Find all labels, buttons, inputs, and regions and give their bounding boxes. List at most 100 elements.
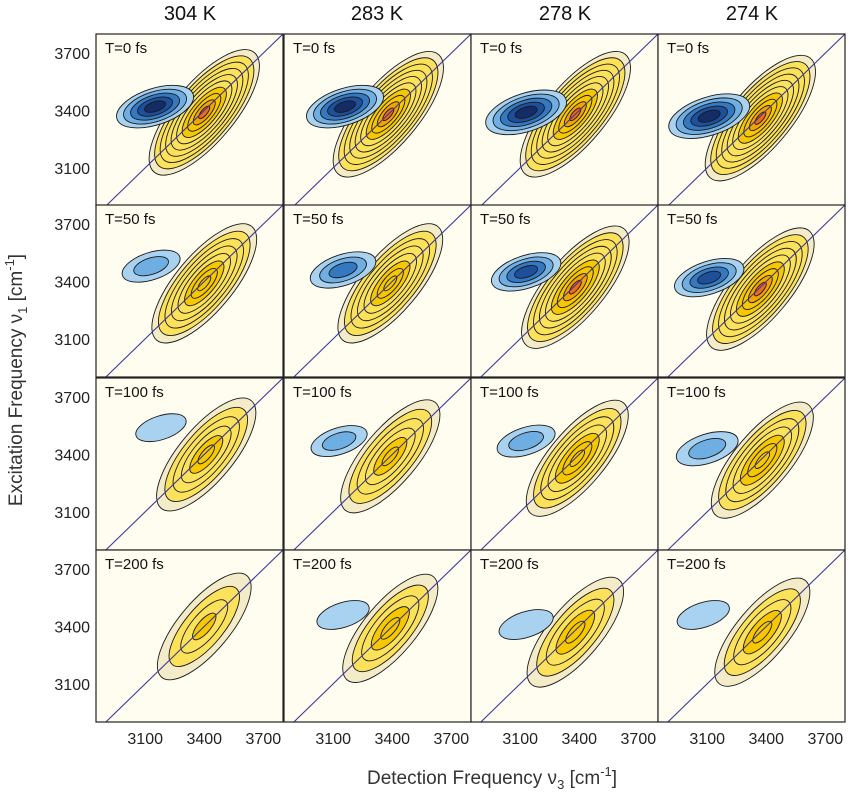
column-title: 283 K <box>351 3 404 25</box>
delay-label: T=50 fs <box>105 211 155 228</box>
spectrum-panel: T=100 fs <box>657 377 846 551</box>
delay-label: T=50 fs <box>480 211 530 228</box>
y-tick-label: 3400 <box>54 447 90 464</box>
diagonal-line <box>667 378 845 550</box>
spectrum-panel: T=0 fs <box>657 33 846 207</box>
delay-label: T=200 fs <box>480 556 539 573</box>
spectrum-panel: T=50 fs <box>657 204 846 378</box>
spectrum-panel: T=50 fs <box>470 204 659 378</box>
spectrum-panel: T=200 fs <box>95 549 284 723</box>
diagonal-line <box>480 205 658 377</box>
negative-contour <box>144 100 167 113</box>
negative-contour <box>334 100 356 113</box>
negative-contour <box>316 600 370 630</box>
panel-frame <box>657 204 846 378</box>
x-tick-label: 3400 <box>186 731 222 748</box>
negative-contour <box>498 609 554 640</box>
delay-label: T=200 fs <box>293 556 352 573</box>
y-tick-label: 3400 <box>54 619 90 636</box>
panel-frame <box>95 204 284 378</box>
column-title: 304 K <box>164 3 217 25</box>
negative-contour <box>688 438 727 460</box>
diagonal-line <box>480 34 658 206</box>
y-tick-label: 3100 <box>54 161 90 178</box>
x-tick-labels: 3100 3400 3700 3100 3400 3700 3100 3400 3700 3100… <box>127 731 843 748</box>
negative-contour <box>135 413 187 443</box>
y-tick-label: 3700 <box>54 390 90 407</box>
spectrum-panel: T=0 fs <box>283 33 472 207</box>
diagonal-line <box>293 550 471 722</box>
spectrum-panel: T=50 fs <box>95 204 284 378</box>
diagonal-line <box>480 378 658 550</box>
spectrum-panel: T=100 fs <box>470 377 659 551</box>
delay-label: T=100 fs <box>667 384 726 401</box>
y-axis-label: Excitation Frequency ν1 [cm-1] <box>2 254 30 506</box>
spectrum-panel: T=200 fs <box>657 549 846 723</box>
delay-label: T=200 fs <box>667 556 726 573</box>
spectrum-panel: T=0 fs <box>470 33 659 207</box>
x-tick-label: 3400 <box>561 731 597 748</box>
y-tick-label: 3700 <box>54 217 90 234</box>
delay-label: T=0 fs <box>667 40 709 57</box>
spectrum-panel: T=100 fs <box>95 377 284 551</box>
delay-label: T=0 fs <box>480 40 522 57</box>
x-axis-label: Detection Frequency ν3 [cm-1] <box>367 764 617 792</box>
x-tick-label: 3400 <box>748 731 784 748</box>
y-tick-labels: 3100 3400 3700 3100 3400 3700 3100 3400 3700 3100… <box>54 46 90 694</box>
negative-contour <box>697 109 721 123</box>
diagonal-line <box>293 34 471 206</box>
negative-contour <box>697 270 722 285</box>
y-tick-label: 3700 <box>54 46 90 63</box>
delay-label: T=50 fs <box>667 211 717 228</box>
spectrum-panel: T=50 fs <box>283 204 472 378</box>
x-tick-label: 3700 <box>246 731 282 748</box>
y-tick-label: 3400 <box>54 103 90 120</box>
diagonal-line <box>480 550 658 722</box>
x-tick-label: 3700 <box>808 731 844 748</box>
negative-contour <box>508 431 544 452</box>
column-title: 274 K <box>726 3 779 25</box>
panel-frame <box>95 549 284 723</box>
spectrum-panel: T=0 fs <box>95 33 284 207</box>
delay-label: T=100 fs <box>480 384 539 401</box>
delay-label: T=100 fs <box>105 384 164 401</box>
negative-contour <box>328 261 358 279</box>
diagonal-line <box>105 205 283 377</box>
delay-label: T=50 fs <box>293 211 343 228</box>
diagonal-line <box>105 34 283 206</box>
diagonal-line <box>667 550 845 722</box>
x-tick-label: 3100 <box>689 731 725 748</box>
x-tick-label: 3700 <box>434 731 470 748</box>
positive-contour <box>198 105 211 120</box>
delay-label: T=100 fs <box>293 384 352 401</box>
diagonal-line <box>293 378 471 550</box>
diagonal-line <box>293 205 471 377</box>
x-tick-label: 3100 <box>127 731 163 748</box>
negative-contour <box>321 431 357 451</box>
diagonal-line <box>667 34 845 206</box>
positive-contour <box>754 111 767 125</box>
y-tick-label: 3700 <box>54 562 90 579</box>
y-tick-label: 3400 <box>54 274 90 291</box>
panel-frame <box>657 549 846 723</box>
x-tick-label: 3400 <box>374 731 410 748</box>
diagonal-line <box>105 550 283 722</box>
negative-contour <box>514 105 538 119</box>
delay-label: T=0 fs <box>105 40 147 57</box>
column-title: 278 K <box>539 3 592 25</box>
diagonal-line <box>105 378 283 550</box>
spectrum-panel: T=200 fs <box>470 549 659 723</box>
column-titles: 304 K 283 K 278 K 274 K <box>164 3 779 25</box>
spectrum-panel: T=200 fs <box>283 549 472 723</box>
y-tick-label: 3100 <box>54 332 90 349</box>
y-tick-label: 3100 <box>54 505 90 522</box>
diagonal-line <box>667 205 845 377</box>
x-tick-label: 3700 <box>621 731 657 748</box>
negative-contour <box>514 265 539 279</box>
delay-label: T=200 fs <box>105 556 164 573</box>
spectrum-panel: T=100 fs <box>283 377 472 551</box>
negative-contour <box>676 600 730 630</box>
negative-contour <box>133 256 169 277</box>
y-tick-label: 3100 <box>54 677 90 694</box>
